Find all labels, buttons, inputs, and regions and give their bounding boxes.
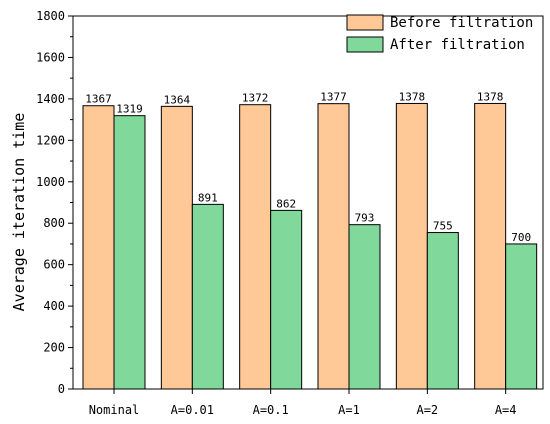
legend: Before filtration After filtration — [346, 14, 533, 53]
y-tick-label: 800 — [43, 216, 65, 230]
y-tick-label: 600 — [43, 258, 65, 272]
x-tick-label: A=0.01 — [171, 403, 214, 417]
bar-before-3 — [317, 103, 350, 390]
x-tick-label: A=2 — [416, 403, 438, 417]
x-tick-label: Nominal — [89, 403, 140, 417]
bars — [82, 102, 538, 390]
x-tick-label: A=0.1 — [253, 403, 289, 417]
bar-after-3 — [348, 224, 381, 390]
bar-after-0 — [113, 115, 146, 390]
bar-before-0 — [82, 105, 115, 390]
data-label: 1378 — [477, 90, 504, 103]
bar-before-2 — [239, 104, 272, 390]
data-label: 1372 — [242, 92, 269, 105]
data-label: 755 — [433, 220, 453, 233]
data-label: 891 — [198, 191, 218, 204]
y-tick-label: 400 — [43, 299, 65, 313]
data-label: 1319 — [116, 103, 143, 116]
data-label: 1364 — [164, 93, 191, 106]
bar-after-1 — [191, 203, 224, 390]
legend-swatch-after — [346, 36, 384, 53]
bar-after-5 — [505, 243, 538, 390]
y-tick-label: 1200 — [36, 133, 65, 147]
y-axis-ticks: 0 200 400 600 800 1000 1200 1400 1600 1800 — [36, 9, 73, 396]
data-label: 862 — [276, 197, 296, 210]
data-label: 1377 — [320, 91, 347, 104]
bar-before-1 — [160, 105, 193, 390]
y-tick-label: 1400 — [36, 92, 65, 106]
legend-swatch-before — [346, 14, 384, 31]
legend-label: After filtration — [390, 37, 525, 53]
bar-before-5 — [474, 102, 507, 390]
x-axis-ticks: Nominal A=0.01 A=0.1 A=1 A=2 A=4 — [89, 389, 517, 417]
y-tick-label: 200 — [43, 341, 65, 355]
bar-after-2 — [270, 209, 303, 390]
y-tick-label: 1800 — [36, 9, 65, 23]
bar-after-4 — [426, 232, 459, 390]
data-label: 700 — [511, 231, 531, 244]
data-label: 1378 — [399, 90, 426, 103]
data-labels: 1367 1319 1364 891 1372 862 1377 793 1378 755 1378… — [85, 90, 531, 243]
y-tick-label: 1000 — [36, 175, 65, 189]
bar-before-4 — [395, 102, 428, 390]
y-tick-label: 0 — [58, 382, 65, 396]
x-tick-label: A=1 — [338, 403, 360, 417]
legend-label: Before filtration — [390, 15, 533, 31]
y-tick-label: 1600 — [36, 50, 65, 64]
y-axis-title: Average iteration time — [10, 113, 28, 312]
data-label: 793 — [355, 212, 375, 225]
x-tick-label: A=4 — [495, 403, 517, 417]
data-label: 1367 — [85, 93, 112, 106]
